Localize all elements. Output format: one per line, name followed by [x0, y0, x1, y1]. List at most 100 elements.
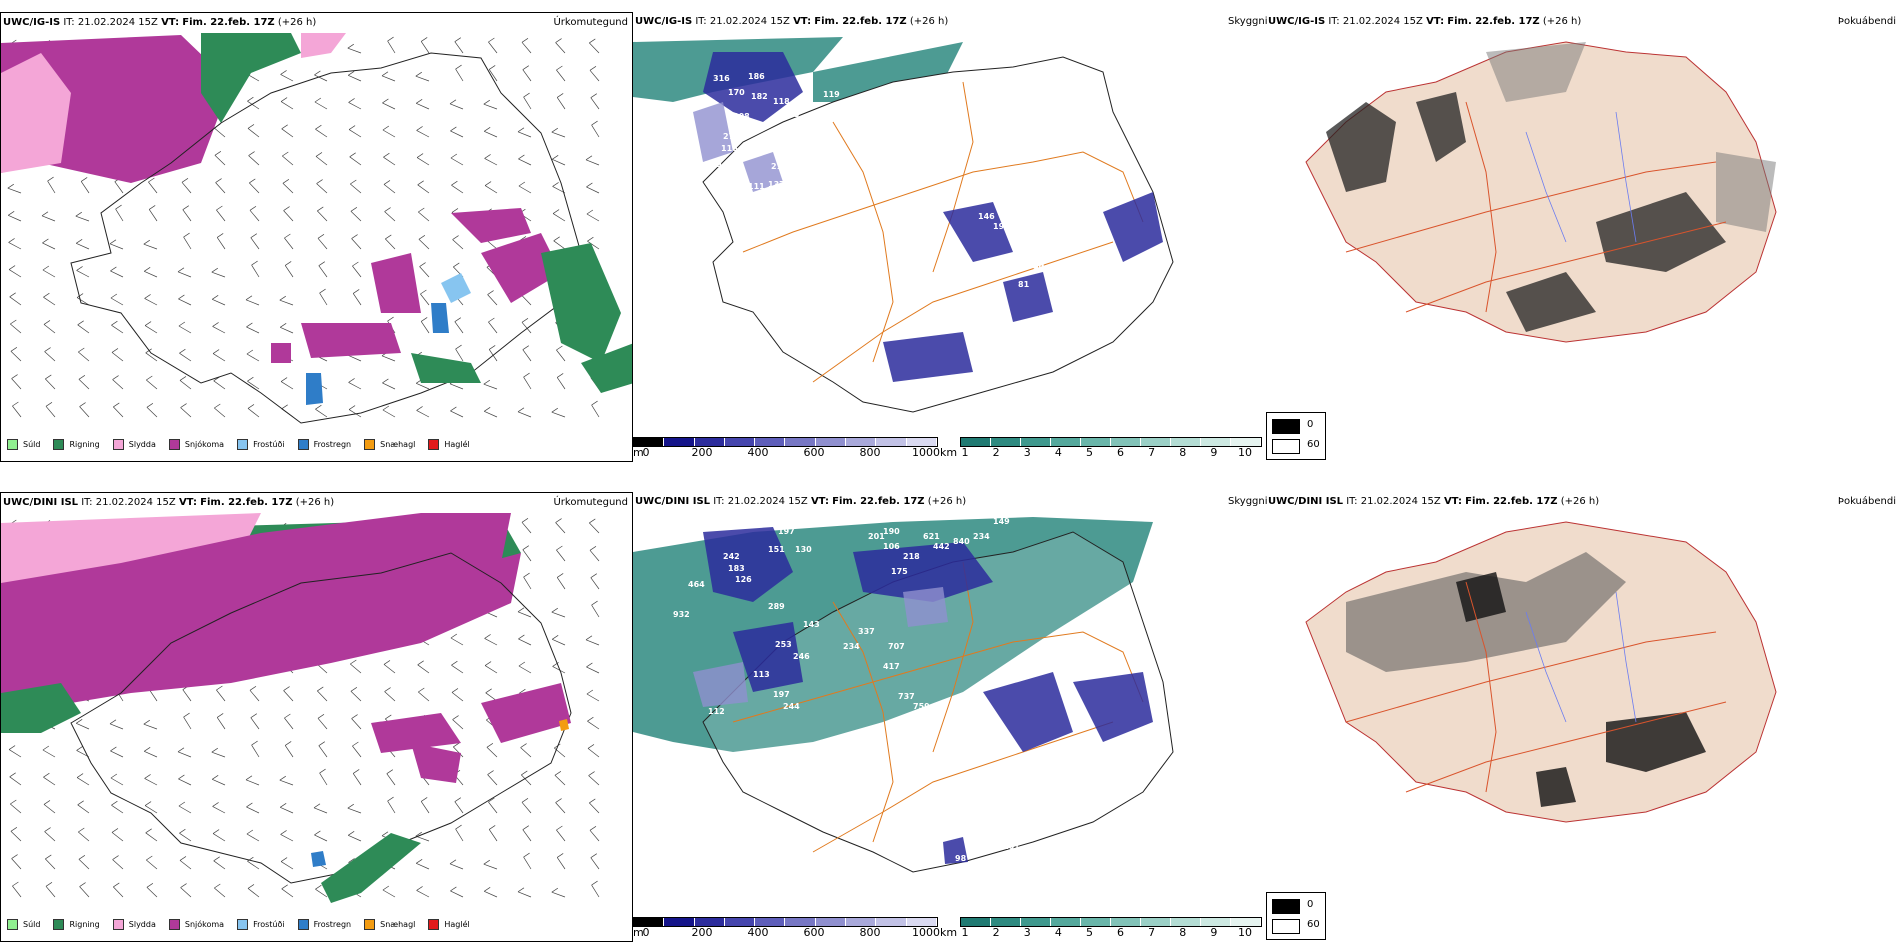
legend-label: Snæhagl: [380, 919, 416, 929]
wind-barb-flag: [111, 320, 118, 326]
wind-barb: [111, 352, 124, 362]
wind-barb: [417, 184, 430, 194]
wind-barb-flag: [247, 376, 254, 382]
legend-label: Slydda: [128, 439, 156, 449]
wind-barb: [523, 376, 532, 390]
wind-barb-flag: [452, 715, 459, 720]
wind-barb: [488, 829, 498, 842]
wind-barb: [450, 157, 464, 166]
wind-barb: [79, 406, 90, 418]
colorbar-step: [961, 438, 991, 446]
precip-area-snow: [1, 513, 521, 713]
wind-barb: [450, 637, 464, 646]
vt-value: Fim. 22.feb. 17Z: [1465, 496, 1558, 507]
legend-item: Rigning: [53, 438, 100, 450]
wind-barb: [317, 690, 328, 702]
wind-barb-flag: [486, 743, 494, 748]
colorbar-step: [876, 918, 907, 926]
wind-barb-flag: [350, 687, 358, 692]
colorbar-step: [634, 918, 665, 926]
tick-label: 1: [961, 446, 969, 459]
wind-barb-flag: [111, 828, 119, 833]
fog-index-map-bottom: UWC/DINI ISL IT: 21.02.2024 15Z VT: Fim.…: [1266, 492, 1900, 942]
wind-barb: [586, 693, 600, 702]
vt-value: Fim. 22.feb. 17Z: [182, 17, 275, 28]
wind-barb-flag: [317, 686, 324, 692]
wind-barb-flag: [453, 742, 460, 748]
wind-barb-flag: [521, 38, 529, 43]
colorbar-step: [724, 918, 756, 926]
precip-map-svg-top: [1, 33, 632, 424]
wind-barb-flag: [523, 852, 530, 858]
wind-barb: [486, 747, 498, 758]
wind-barb: [556, 349, 566, 362]
wind-barb: [8, 749, 22, 758]
wind-barb: [10, 351, 22, 362]
wind-barb: [247, 888, 260, 898]
wind-barb: [319, 772, 328, 786]
wind-barb-flag: [521, 798, 529, 803]
wind-barb-flag: [76, 773, 84, 778]
wind-barb-flag: [11, 374, 18, 379]
wind-barb: [214, 127, 226, 138]
wind-barb: [114, 181, 124, 194]
panel-header: UWC/IG-IS IT: 21.02.2024 15Z VT: Fim. 22…: [635, 16, 948, 28]
wind-barb-flag: [146, 375, 153, 381]
wind-barb-flag: [280, 857, 288, 862]
wind-barb-flag: [555, 518, 562, 523]
wind-barb-flag: [211, 747, 218, 753]
wind-barb: [352, 773, 362, 786]
wind-barb-flag: [8, 745, 16, 750]
wind-barb-flag: [416, 406, 423, 411]
wind-barb: [416, 157, 430, 166]
wind-barb-flag: [387, 36, 394, 42]
legend-swatch: [364, 438, 376, 450]
cloud-base-value: 464: [688, 580, 705, 589]
cloud-base-value: 353: [1028, 752, 1045, 761]
cloud-base-area: [703, 52, 1163, 382]
wind-barb: [551, 411, 566, 418]
wind-barb: [246, 806, 260, 814]
cloud-base-value: 143: [803, 620, 820, 629]
coastline: [702, 56, 1174, 413]
tick-label: 5: [1085, 446, 1093, 459]
wind-barb: [283, 690, 294, 702]
wind-barb-flag: [279, 775, 286, 781]
wind-barb-flag: [551, 607, 558, 613]
wind-barb: [350, 663, 362, 674]
fog-scale-min-swatch: [1272, 419, 1300, 434]
legend-item: Frostregn: [297, 438, 351, 450]
wind-barb: [144, 750, 158, 758]
visibility-unit: km: [940, 446, 958, 459]
cloud-base-value: 242: [723, 552, 740, 561]
wind-barb-flag: [251, 260, 258, 266]
colorbar-step: [815, 918, 847, 926]
fog-map-svg-bottom: [1305, 521, 1777, 823]
wind-barb-flag: [589, 38, 596, 44]
wind-barb: [351, 238, 362, 250]
wind-barb-flag: [557, 373, 564, 378]
wind-barb-flag: [591, 600, 598, 606]
wind-barb: [420, 801, 430, 814]
road-network: [742, 81, 1144, 383]
fog-area: [1486, 42, 1776, 232]
cloud-base-value: 402: [1043, 767, 1060, 776]
colorbar-step: [906, 918, 937, 926]
wind-barb-flag: [10, 347, 18, 352]
wind-barb-flag: [245, 295, 253, 301]
wind-barb: [587, 720, 600, 730]
wind-barb: [449, 383, 464, 390]
cloud-base-value: 278: [723, 132, 740, 141]
vt-label: VT:: [1443, 496, 1462, 507]
wind-barb: [144, 778, 158, 786]
wind-barb: [212, 326, 226, 334]
legend-item: Snæhagl: [364, 438, 415, 450]
wind-barb-flag: [421, 37, 428, 42]
wind-barb-flag: [552, 635, 559, 640]
wind-barb-flag: [348, 378, 355, 383]
wind-barb: [143, 243, 158, 250]
wind-barb-flag: [44, 347, 51, 352]
cloud-base-value: 126: [735, 575, 752, 584]
cloud-base-value: 83: [1028, 782, 1040, 791]
wind-barb-flag: [215, 178, 222, 183]
